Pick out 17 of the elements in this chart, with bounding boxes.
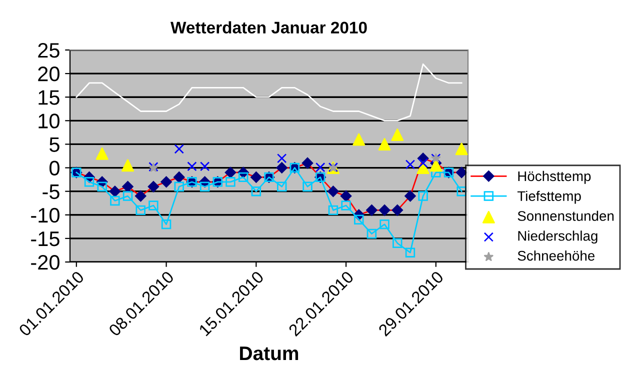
legend-label: Sonnenstunden <box>518 210 614 221</box>
y-tick-label: 20 <box>38 66 60 82</box>
y-tick-label: -20 <box>31 255 60 270</box>
y-tick-label: 25 <box>38 43 60 58</box>
y-tick-label: 5 <box>50 137 60 152</box>
y-tick-label: -5 <box>42 184 60 200</box>
legend-label: Höchsttemp <box>518 170 591 184</box>
y-tick-label: -15 <box>31 232 60 246</box>
y-tick-label: -10 <box>31 208 60 223</box>
legend-label: Schneehöhe <box>518 250 595 261</box>
y-tick-label: 0 <box>50 160 60 176</box>
y-tick-label: 15 <box>38 90 60 105</box>
y-tick-label: 10 <box>38 114 60 128</box>
legend-label: Niederschlag <box>518 230 598 244</box>
x-axis-title: Datum <box>240 346 298 360</box>
chart-title: Wetterdaten Januar 2010 <box>170 21 367 34</box>
legend-label: Tiefsttemp <box>517 190 581 204</box>
